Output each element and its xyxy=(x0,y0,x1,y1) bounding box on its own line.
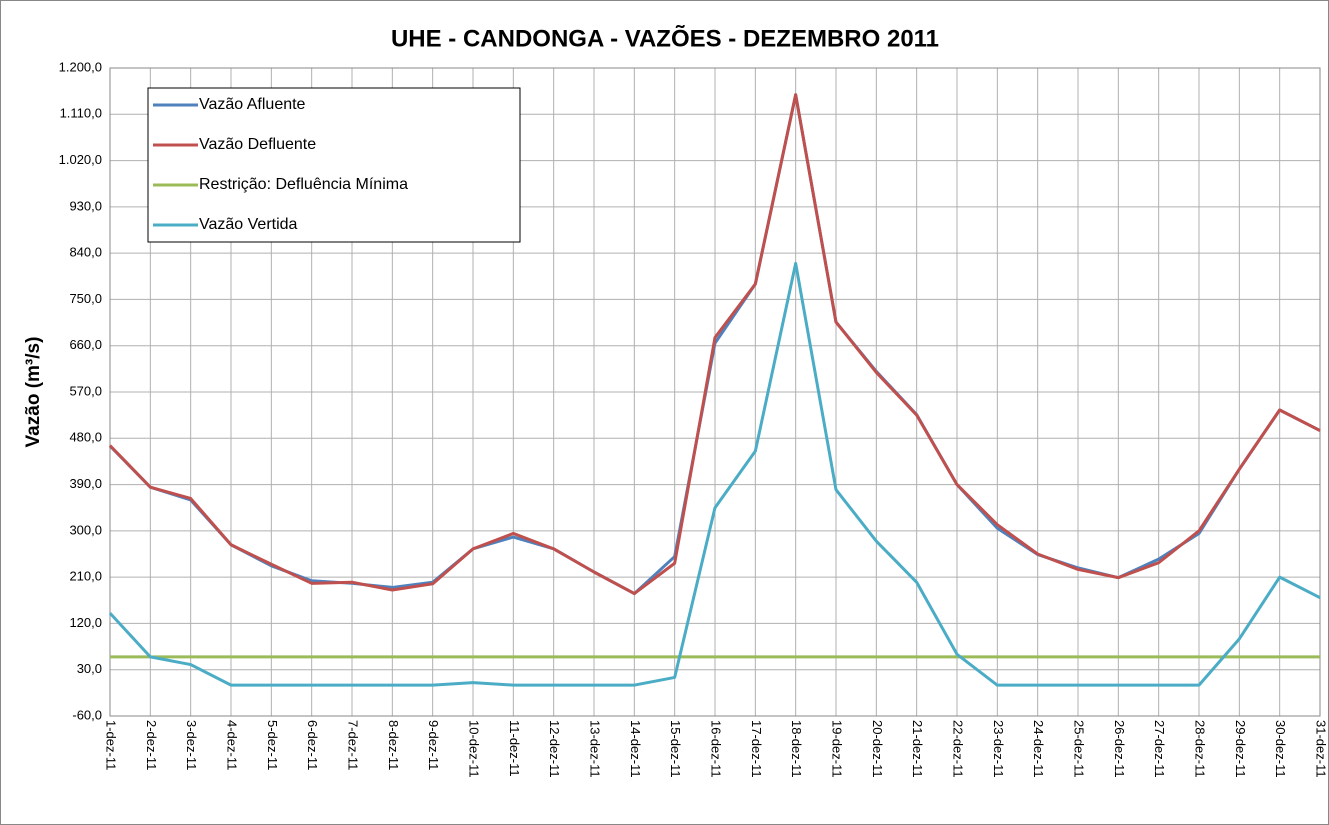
y-tick-label: 1.110,0 xyxy=(60,106,102,121)
x-tick-label: 17-dez-11 xyxy=(749,720,764,778)
y-tick-label: 480,0 xyxy=(69,430,102,445)
x-tick-label: 11-dez-11 xyxy=(507,720,522,777)
series-line xyxy=(108,261,1321,687)
x-tick-label: 21-dez-11 xyxy=(910,720,925,778)
y-tick-label: 840,0 xyxy=(69,245,102,260)
legend-label: Vazão Vertida xyxy=(199,216,298,233)
y-tick-label: 750,0 xyxy=(69,291,102,306)
x-tick-label: 22-dez-11 xyxy=(951,720,966,778)
x-tick-label: 28-dez-11 xyxy=(1193,720,1208,778)
y-tick-label: 930,0 xyxy=(69,198,102,213)
series-line xyxy=(108,93,1321,596)
y-tick-label: 570,0 xyxy=(69,383,102,398)
plot-frame xyxy=(109,67,1321,717)
y-tick-label: 660,0 xyxy=(69,337,102,352)
x-tick-label: 4-dez-11 xyxy=(225,720,240,770)
x-tick-label: 29-dez-11 xyxy=(1233,720,1248,778)
x-tick-label: 26-dez-11 xyxy=(1112,720,1127,778)
y-axis-label: Vazão (m³/s) xyxy=(23,337,44,448)
x-tick-label: 19-dez-11 xyxy=(830,720,845,778)
x-tick-label: 6-dez-11 xyxy=(305,720,320,770)
y-tick-label: 120,0 xyxy=(69,615,102,630)
x-tick-label: 3-dez-11 xyxy=(184,720,199,770)
x-tick-label: 15-dez-11 xyxy=(668,720,683,778)
x-tick-label: 18-dez-11 xyxy=(789,720,804,778)
y-tick-label: 1.200,0 xyxy=(59,59,102,74)
x-tick-label: 7-dez-11 xyxy=(346,720,361,770)
x-tick-label: 23-dez-11 xyxy=(991,720,1006,778)
legend-box xyxy=(147,87,521,243)
legend-label: Vazão Defluente xyxy=(199,136,316,153)
x-tick-label: 16-dez-11 xyxy=(709,720,724,778)
y-tick-label: 210,0 xyxy=(69,569,102,584)
x-tick-label: 30-dez-11 xyxy=(1273,720,1288,778)
x-tick-label: 20-dez-11 xyxy=(870,720,885,778)
x-tick-label: 25-dez-11 xyxy=(1072,720,1087,778)
x-tick-label: 31-dez-11 xyxy=(1314,720,1329,778)
y-tick-label: 30,0 xyxy=(77,661,102,676)
x-tick-label: 14-dez-11 xyxy=(628,720,643,778)
x-tick-label: 10-dez-11 xyxy=(467,720,482,778)
x-tick-label: 13-dez-11 xyxy=(588,720,603,778)
y-tick-label: 1.020,0 xyxy=(59,152,102,167)
x-tick-label: 8-dez-11 xyxy=(386,720,401,770)
x-tick-label: 24-dez-11 xyxy=(1031,720,1046,778)
x-tick-label: 1-dez-11 xyxy=(104,720,119,770)
x-tick-label: 27-dez-11 xyxy=(1152,720,1167,778)
chart-title: UHE - CANDONGA - VAZÕES - DEZEMBRO 2011 xyxy=(391,24,939,52)
x-tick-label: 5-dez-11 xyxy=(265,720,280,770)
x-tick-label: 9-dez-11 xyxy=(426,720,441,770)
x-tick-label: 12-dez-11 xyxy=(547,720,562,778)
legend-label: Vazão Afluente xyxy=(199,96,306,113)
legend-label: Restrição: Defluência Mínima xyxy=(199,176,408,193)
y-tick-label: -60,0 xyxy=(72,707,102,722)
x-tick-label: 2-dez-11 xyxy=(144,720,159,770)
y-tick-label: 300,0 xyxy=(69,522,102,537)
y-tick-label: 390,0 xyxy=(69,476,102,491)
